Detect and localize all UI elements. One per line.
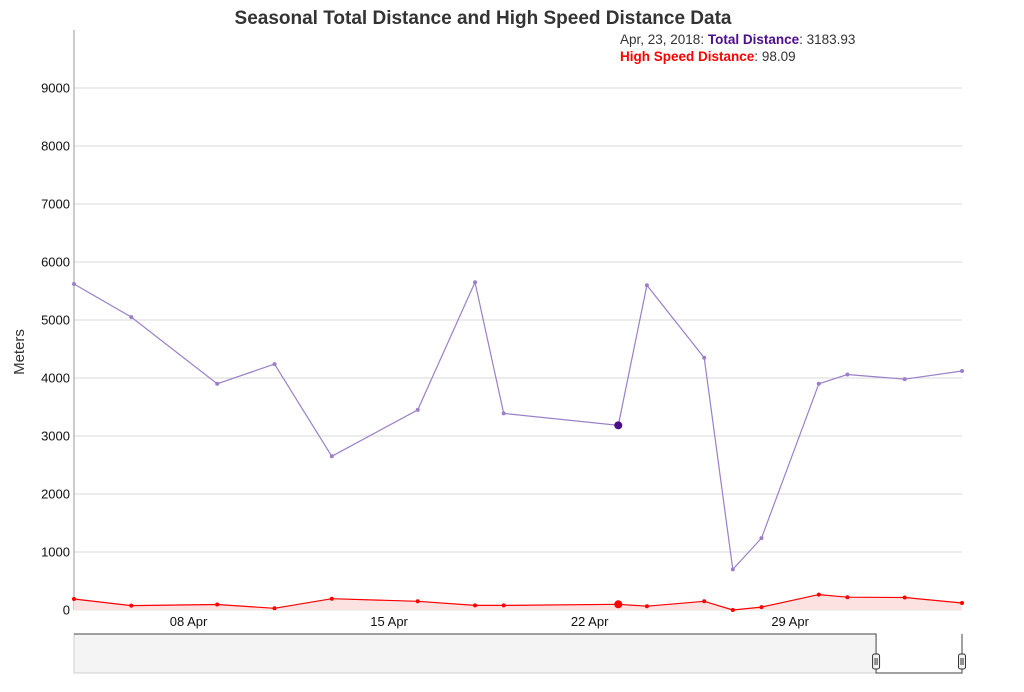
data-point[interactable]: [702, 355, 707, 360]
series-layer: [73, 280, 963, 611]
y-axis-label: Meters: [11, 329, 28, 375]
chart-title: Seasonal Total Distance and High Speed D…: [235, 8, 732, 29]
y-tick-label: 4000: [41, 371, 70, 386]
y-tick-label: 5000: [41, 313, 70, 328]
y-tick-label: 6000: [41, 255, 70, 270]
data-point[interactable]: [415, 407, 420, 412]
x-tick-label: 08 Apr: [170, 614, 208, 629]
highlighted-data-point[interactable]: [614, 421, 623, 430]
data-point[interactable]: [272, 362, 277, 367]
data-point[interactable]: [215, 602, 220, 607]
navigator-handle-left[interactable]: [872, 653, 881, 670]
data-point[interactable]: [415, 599, 420, 604]
data-point[interactable]: [960, 369, 964, 374]
x-tick-label: 29 Apr: [771, 614, 809, 629]
y-tick-label: 8000: [41, 139, 70, 154]
y-tick-label: 1000: [41, 545, 70, 560]
navigator-selection[interactable]: [876, 633, 962, 673]
tooltip-value-total: 3183.93: [807, 32, 856, 47]
data-point[interactable]: [759, 536, 764, 541]
data-point[interactable]: [329, 454, 334, 459]
y-tick-label: 7000: [41, 197, 70, 212]
series-area-1: [74, 594, 962, 610]
data-point[interactable]: [702, 599, 707, 604]
data-point[interactable]: [473, 603, 478, 608]
data-point[interactable]: [845, 372, 850, 377]
x-tick-label: 22 Apr: [571, 614, 609, 629]
tooltip-date: Apr, 23, 2018: [620, 32, 700, 47]
tooltip-series-name-total: Total Distance: [708, 32, 800, 47]
data-point[interactable]: [902, 377, 907, 382]
y-tick-label: 0: [63, 603, 70, 618]
data-point[interactable]: [501, 411, 506, 416]
data-point[interactable]: [902, 595, 907, 600]
y-tick-label: 9000: [41, 81, 70, 96]
points-layer: [72, 280, 964, 612]
data-point[interactable]: [644, 283, 649, 288]
data-point[interactable]: [473, 280, 478, 285]
tooltip-line-1: Apr, 23, 2018: Total Distance: 3183.93: [620, 32, 855, 47]
tooltip-value-high-speed: 98.09: [762, 49, 796, 64]
tooltip-line-2: High Speed Distance: 98.09: [620, 49, 796, 64]
series-line-0: [73, 280, 963, 571]
tooltip-series-name-high-speed: High Speed Distance: [620, 49, 755, 64]
data-point[interactable]: [272, 606, 277, 611]
data-point[interactable]: [730, 608, 735, 612]
y-tick-label: 2000: [41, 487, 70, 502]
navigator-handle-right[interactable]: [958, 653, 966, 670]
x-tick-label: 15 Apr: [370, 614, 408, 629]
axes: 0 1000 2000 3000 4000 5000 6000 7000 8000 9000 08 …: [41, 30, 962, 629]
gridlines: [74, 87, 962, 553]
data-point[interactable]: [72, 282, 76, 287]
highlighted-data-point[interactable]: [614, 600, 623, 609]
y-tick-label: 3000: [41, 429, 70, 444]
data-point[interactable]: [845, 595, 850, 600]
data-point[interactable]: [215, 381, 220, 386]
data-point[interactable]: [72, 596, 76, 601]
data-point[interactable]: [816, 381, 821, 386]
data-point[interactable]: [759, 605, 764, 610]
data-point[interactable]: [816, 592, 821, 597]
navigator-track[interactable]: [73, 633, 963, 674]
data-point[interactable]: [501, 603, 506, 608]
data-point[interactable]: [730, 567, 735, 572]
data-point[interactable]: [129, 603, 134, 608]
data-point[interactable]: [329, 596, 334, 601]
range-navigator[interactable]: [73, 633, 966, 674]
data-point[interactable]: [644, 604, 649, 609]
tooltip: Apr, 23, 2018: Total Distance: 3183.93 H…: [620, 32, 855, 64]
data-point[interactable]: [960, 601, 964, 606]
data-point[interactable]: [129, 315, 134, 320]
